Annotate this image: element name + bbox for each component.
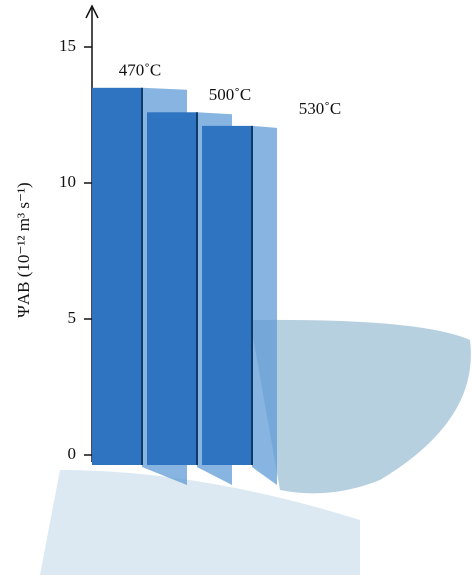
y-tick-label: 10 <box>59 172 76 191</box>
y-tick-label: 0 <box>68 444 77 463</box>
bar <box>147 112 197 465</box>
y-tick-label: 15 <box>59 36 76 55</box>
chart: ΨAB (10⁻¹² m³ s⁻¹) 0 5 10 15 470˚C 500˚C 530˚C <box>0 0 472 582</box>
y-tick-label: 5 <box>68 308 77 327</box>
bar-side <box>252 126 277 485</box>
category-label: 470˚C <box>119 61 162 80</box>
bar-shadow <box>250 320 471 494</box>
category-label: 530˚C <box>299 99 342 118</box>
category-label: 500˚C <box>209 85 252 104</box>
y-axis-title: ΨAB (10⁻¹² m³ s⁻¹) <box>14 182 33 317</box>
bar <box>202 126 252 465</box>
bar <box>92 88 142 465</box>
